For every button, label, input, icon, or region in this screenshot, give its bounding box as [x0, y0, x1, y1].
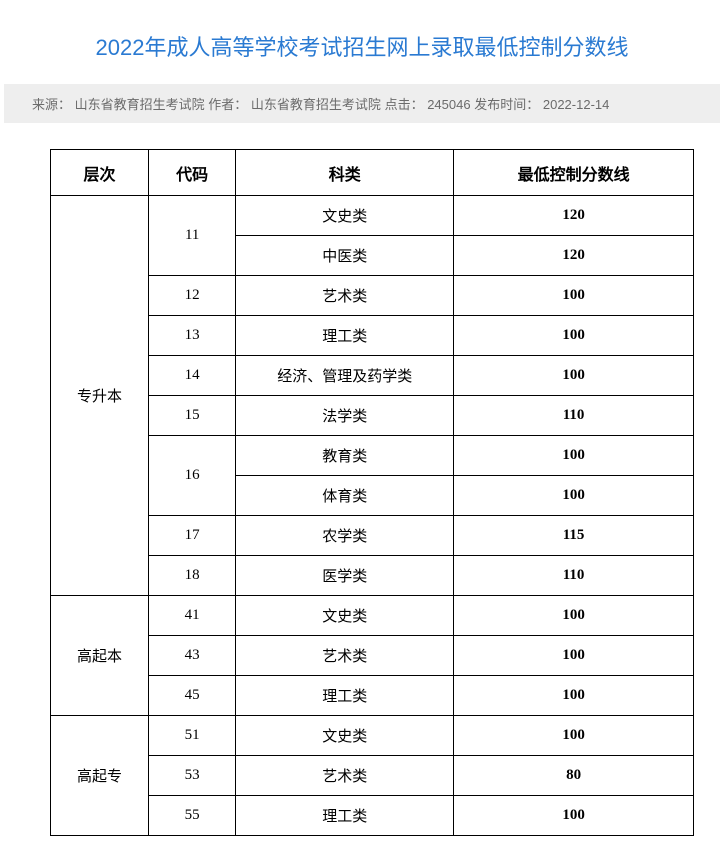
cell-category: 文史类	[236, 596, 454, 636]
cell-score: 100	[454, 316, 694, 356]
cell-category: 中医类	[236, 236, 454, 276]
meta-clicks-label: 点击：	[385, 97, 424, 112]
table-row: 高起专 51 文史类 100	[51, 716, 694, 756]
cell-category: 教育类	[236, 436, 454, 476]
cell-code: 15	[149, 396, 236, 436]
cell-category: 理工类	[236, 796, 454, 836]
cell-score: 100	[454, 436, 694, 476]
cell-score: 80	[454, 756, 694, 796]
cell-score: 115	[454, 516, 694, 556]
cell-score: 100	[454, 796, 694, 836]
cell-code: 41	[149, 596, 236, 636]
cell-category: 文史类	[236, 716, 454, 756]
table-header-row: 层次 代码 科类 最低控制分数线	[51, 150, 694, 196]
cell-level: 高起专	[51, 716, 149, 836]
cell-code: 17	[149, 516, 236, 556]
table-container: 层次 代码 科类 最低控制分数线 专升本 11 文史类 120 中医类 120 …	[0, 131, 724, 852]
cell-level: 专升本	[51, 196, 149, 596]
th-code: 代码	[149, 150, 236, 196]
cell-category: 法学类	[236, 396, 454, 436]
meta-author: 山东省教育招生考试院	[251, 97, 381, 112]
table-row: 高起本 41 文史类 100	[51, 596, 694, 636]
cell-category: 理工类	[236, 676, 454, 716]
cell-score: 100	[454, 476, 694, 516]
cell-score: 100	[454, 676, 694, 716]
cell-code: 43	[149, 636, 236, 676]
cell-code: 11	[149, 196, 236, 276]
th-score: 最低控制分数线	[454, 150, 694, 196]
cell-code: 45	[149, 676, 236, 716]
cell-score: 100	[454, 356, 694, 396]
th-level: 层次	[51, 150, 149, 196]
score-table: 层次 代码 科类 最低控制分数线 专升本 11 文史类 120 中医类 120 …	[50, 149, 694, 836]
cell-score: 100	[454, 716, 694, 756]
page-title-block: 2022年成人高等学校考试招生网上录取最低控制分数线	[0, 12, 724, 84]
cell-category: 理工类	[236, 316, 454, 356]
cell-category: 体育类	[236, 476, 454, 516]
cell-category: 艺术类	[236, 276, 454, 316]
th-category: 科类	[236, 150, 454, 196]
meta-source: 山东省教育招生考试院	[75, 97, 205, 112]
cell-category: 经济、管理及药学类	[236, 356, 454, 396]
cell-score: 100	[454, 596, 694, 636]
cell-category: 农学类	[236, 516, 454, 556]
cell-code: 53	[149, 756, 236, 796]
cell-code: 12	[149, 276, 236, 316]
meta-time: 2022-12-14	[543, 97, 610, 112]
cell-score: 110	[454, 396, 694, 436]
cell-code: 55	[149, 796, 236, 836]
cell-code: 14	[149, 356, 236, 396]
cell-category: 医学类	[236, 556, 454, 596]
page-title: 2022年成人高等学校考试招生网上录取最低控制分数线	[10, 30, 714, 62]
cell-score: 100	[454, 276, 694, 316]
table-row: 专升本 11 文史类 120	[51, 196, 694, 236]
cell-category: 艺术类	[236, 636, 454, 676]
cell-code: 16	[149, 436, 236, 516]
meta-source-label: 来源：	[32, 97, 71, 112]
cell-level: 高起本	[51, 596, 149, 716]
cell-code: 51	[149, 716, 236, 756]
cell-code: 18	[149, 556, 236, 596]
cell-score: 120	[454, 196, 694, 236]
cell-score: 120	[454, 236, 694, 276]
meta-author-label: 作者：	[208, 97, 247, 112]
cell-score: 110	[454, 556, 694, 596]
meta-clicks: 245046	[427, 97, 470, 112]
meta-time-label: 发布时间：	[474, 97, 539, 112]
meta-bar: 来源： 山东省教育招生考试院 作者： 山东省教育招生考试院 点击： 245046…	[4, 84, 720, 123]
cell-code: 13	[149, 316, 236, 356]
cell-score: 100	[454, 636, 694, 676]
cell-category: 艺术类	[236, 756, 454, 796]
cell-category: 文史类	[236, 196, 454, 236]
